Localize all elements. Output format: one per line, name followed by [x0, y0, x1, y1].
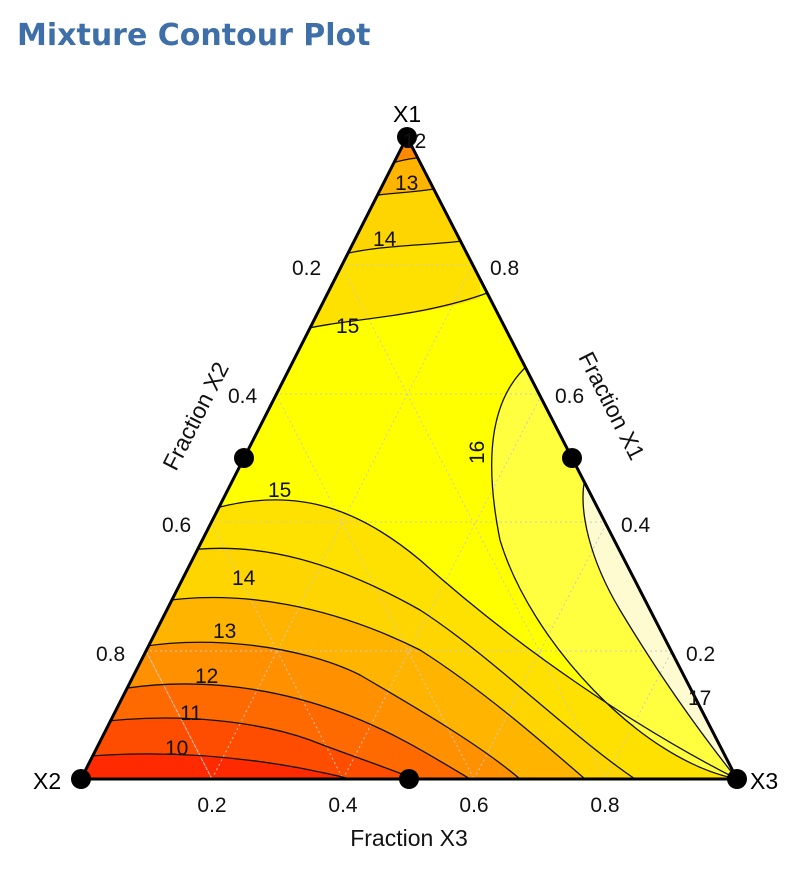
design-point-x1x3 [562, 448, 582, 468]
contour-line-17 [582, 477, 737, 779]
contour-line-14-upper [339, 240, 464, 256]
right-axis-ticks: 0.8 0.6 0.4 0.2 [490, 257, 715, 666]
bottom-axis-ticks: 0.2 0.4 0.6 0.8 [197, 794, 619, 817]
left-axis-ticks: 0.2 0.4 0.6 0.8 [96, 257, 321, 666]
contour-lines [89, 155, 737, 779]
contour-line-12-lower [124, 641, 521, 779]
ternary-grid [145, 264, 673, 779]
vertex-label-x2: X2 [33, 768, 61, 794]
contour-label-17: 17 [688, 687, 711, 710]
contour-label-11: 11 [180, 702, 202, 725]
left-tick-0-8: 0.8 [96, 643, 125, 666]
right-tick-0-4: 0.4 [621, 514, 651, 537]
contour-line-13-lower [139, 596, 586, 779]
design-point-x1x2 [234, 448, 254, 468]
contour-line-11-lower [114, 683, 471, 779]
contour-line-15-upper [299, 291, 491, 331]
design-point-x3 [727, 769, 747, 789]
contour-label-15-lower: 15 [268, 479, 291, 502]
design-point-x2x3 [399, 769, 419, 789]
bottom-tick-0-4: 0.4 [328, 794, 358, 817]
contour-label-13: 13 [213, 620, 236, 643]
right-axis-title: Fraction X1 [574, 347, 651, 464]
contour-line-14-lower [174, 547, 636, 779]
left-axis-title: Fraction X2 [157, 358, 234, 475]
contour-labels: 10 11 12 13 14 15 15 14 13 12 16 17 [165, 130, 711, 760]
bottom-tick-0-8: 0.8 [590, 794, 619, 817]
design-point-x2 [71, 769, 91, 789]
right-tick-0-8: 0.8 [490, 257, 519, 280]
contour-line-15-lower [219, 499, 737, 779]
bottom-tick-0-6: 0.6 [459, 794, 488, 817]
contour-label-15-upper: 15 [336, 315, 359, 338]
contour-label-10: 10 [165, 737, 188, 760]
contour-line-9-lower [89, 753, 351, 779]
left-tick-0-4: 0.4 [228, 385, 258, 408]
contour-label-14-upper: 14 [373, 228, 397, 251]
left-tick-0-2: 0.2 [292, 257, 321, 280]
contour-label-13-upper: 13 [395, 172, 418, 195]
contour-label-16: 16 [466, 441, 489, 464]
chart-title: Mixture Contour Plot [17, 18, 371, 53]
vertex-label-x3: X3 [750, 768, 778, 794]
contour-label-14-lower: 14 [232, 567, 256, 590]
right-tick-0-6: 0.6 [555, 385, 584, 408]
design-points [71, 127, 747, 789]
vertex-label-x1: X1 [393, 101, 421, 127]
bottom-tick-0-2: 0.2 [197, 794, 226, 817]
contour-line-16 [491, 365, 737, 779]
bottom-axis-title: Fraction X3 [350, 825, 468, 851]
design-point-x1 [397, 127, 417, 147]
left-tick-0-6: 0.6 [162, 514, 191, 537]
contour-label-12: 12 [195, 665, 218, 688]
right-tick-0-2: 0.2 [686, 643, 715, 666]
region-9-lower [81, 753, 350, 779]
contour-label-12-upper: 12 [403, 130, 426, 153]
contour-line-10-lower [99, 717, 416, 779]
